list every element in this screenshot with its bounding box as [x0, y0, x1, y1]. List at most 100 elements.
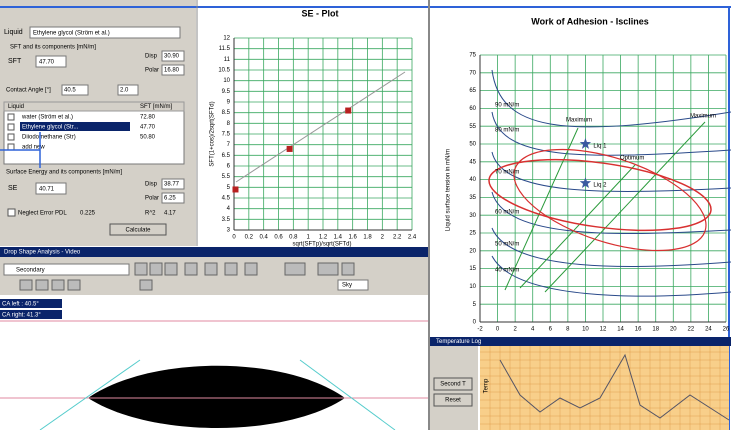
combo-value: Sky: [342, 283, 352, 289]
x-tick-label: 1.4: [334, 235, 343, 241]
x-tick-label: 0.2: [245, 235, 254, 241]
y-tick-label: 10: [469, 284, 476, 290]
x-tick-label: 0.8: [289, 235, 298, 241]
tool-button[interactable]: [165, 263, 177, 275]
button-label: Second T: [440, 382, 466, 388]
y-tick-label: 5.5: [222, 174, 231, 180]
y-tick-label: 60: [469, 106, 476, 112]
table-cell: Ethylene glycol (Str...: [22, 125, 79, 131]
checkbox[interactable]: [8, 144, 14, 150]
x-tick-label: 2.4: [408, 235, 417, 241]
isocline-label: 70 mN/m: [495, 170, 519, 176]
x-tick-label: -2: [477, 327, 483, 333]
ca-left: CA left : 40.5°: [2, 302, 39, 308]
tool-button[interactable]: [205, 263, 217, 275]
tool-button[interactable]: [185, 263, 197, 275]
data-point: [287, 146, 293, 152]
line-label: Optimum: [620, 156, 644, 162]
tool-button[interactable]: [245, 263, 257, 275]
label: Contact Angle [°]: [6, 88, 51, 94]
window-title: Drop Shape Analysis - Video: [4, 250, 81, 256]
y-tick-label: 50: [469, 142, 476, 148]
checkbox[interactable]: [8, 134, 14, 140]
data-point: [232, 186, 238, 192]
tool-button[interactable]: [150, 263, 162, 275]
y-tick-label: 65: [469, 88, 476, 94]
y-tick-label: 8.5: [222, 110, 231, 116]
table-cell: Diiodomethane (Str): [22, 135, 76, 141]
tool-button[interactable]: [52, 280, 64, 290]
table-header: Liquid: [8, 104, 24, 110]
y-tick-label: 35: [469, 195, 476, 201]
x-tick-label: 18: [652, 327, 659, 333]
button-label: Reset: [445, 398, 461, 404]
label: Disp: [145, 54, 158, 60]
heading: SFT and its components [mN/m]: [10, 45, 96, 51]
label: Polar: [145, 68, 159, 74]
x-tick-label: 10: [582, 327, 589, 333]
tool-button[interactable]: [140, 280, 152, 290]
combo-value: Ethylene glycol (Ström et al.): [33, 31, 110, 37]
x-tick-label: 1.8: [363, 235, 372, 241]
checkbox[interactable]: [8, 209, 15, 216]
table-cell: 50.80: [140, 135, 156, 141]
isocline-label: 40 mN/m: [495, 268, 519, 274]
x-tick-label: 0.6: [274, 235, 283, 241]
field-value: 30.90: [164, 54, 180, 60]
y-tick-label: 45: [469, 159, 476, 165]
x-tick-label: 16: [635, 327, 642, 333]
isocline-label: 90 mN/m: [495, 103, 519, 109]
y-tick-label: 30: [469, 213, 476, 219]
field-value: 40.5: [64, 88, 76, 94]
page: Liquid Ethylene glycol (Ström et al.) SF…: [0, 0, 731, 430]
x-tick-label: 1.2: [319, 235, 328, 241]
y-tick-label: 15: [469, 266, 476, 272]
y-tick-label: 10.5: [218, 68, 230, 74]
isocline-label: 60 mN/m: [495, 210, 519, 216]
x-tick-label: 22: [688, 327, 695, 333]
label: Polar: [145, 196, 159, 202]
combo-value: Secondary: [16, 268, 45, 274]
x-tick-label: 12: [600, 327, 607, 333]
table-cell: water (Ström et al.): [21, 115, 73, 121]
line-label: Maximum: [566, 118, 592, 124]
tool-button[interactable]: [68, 280, 80, 290]
y-tick-label: 75: [469, 53, 476, 59]
tool-button[interactable]: [20, 280, 32, 290]
field-value: 2.0: [120, 88, 129, 94]
x-tick-label: 0.4: [259, 235, 268, 241]
y-axis-label: Liquid surface tension in mN/m: [446, 149, 452, 231]
x-tick-label: 1.6: [348, 235, 357, 241]
data-point: [345, 108, 351, 114]
tool-button[interactable]: [285, 263, 305, 275]
marker-label: Liq 2: [593, 183, 607, 189]
y-tick-label: 70: [469, 70, 476, 76]
x-tick-label: 20: [670, 327, 677, 333]
label: R^2: [145, 211, 156, 217]
y-axis-label: SFT(1+cos)/2sqrt(SFTd): [210, 101, 216, 166]
table-cell: 72.80: [140, 115, 156, 121]
marker-label: Liq 1: [593, 144, 607, 150]
y-tick-label: 3.5: [222, 217, 231, 223]
y-tick-label: 9.5: [222, 89, 231, 95]
screen: Liquid Ethylene glycol (Ström et al.) SF…: [0, 0, 731, 430]
tool-button[interactable]: [342, 263, 354, 275]
y-tick-label: 10: [223, 78, 230, 84]
table-header: SFT [mN/m]: [140, 104, 173, 110]
label: SFT: [8, 58, 22, 65]
checkbox-label: Neglect Error PDL: [18, 211, 67, 217]
tool-button[interactable]: [135, 263, 147, 275]
tool-button[interactable]: [225, 263, 237, 275]
tool-button[interactable]: [318, 263, 338, 275]
x-tick-label: 2.2: [393, 235, 402, 241]
x-axis-label: sqrt(SFTp)/sqrt(SFTd): [292, 242, 351, 248]
chart-title: Work of Adhesion - Isclines: [531, 16, 649, 26]
x-tick-label: 26: [723, 327, 730, 333]
checkbox[interactable]: [8, 124, 14, 130]
y-tick-label: 55: [469, 124, 476, 130]
checkbox[interactable]: [8, 114, 14, 120]
field-value: 40.71: [39, 187, 55, 193]
field-value: 38.77: [164, 182, 180, 188]
tool-button[interactable]: [36, 280, 48, 290]
y-tick-label: 4.5: [222, 196, 231, 202]
